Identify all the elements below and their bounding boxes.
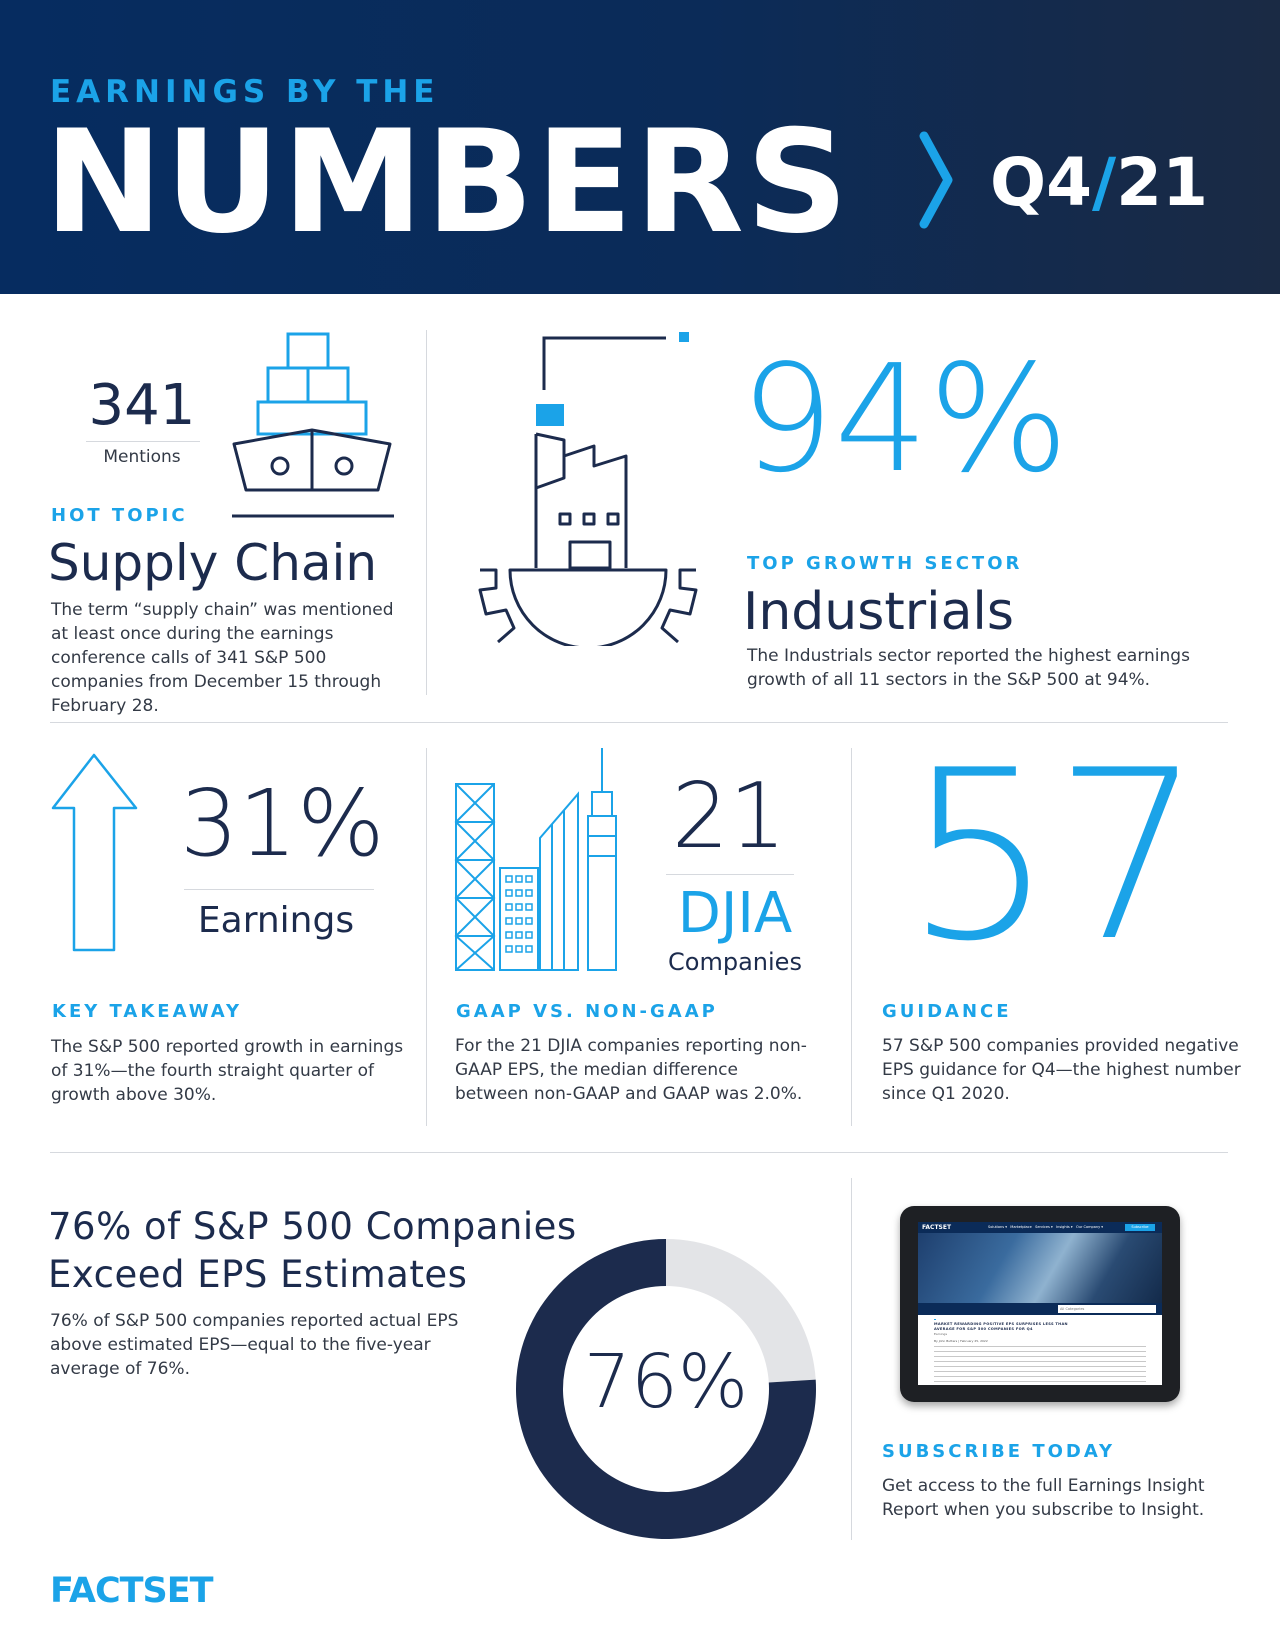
tablet-nav-item: Services ▾ — [1035, 1225, 1053, 1229]
quarter-year: 21 — [1116, 144, 1208, 221]
earnings-label: KEY TAKEAWAY — [52, 1001, 243, 1022]
gaap-unit-main: DJIA — [677, 881, 793, 946]
header-banner — [0, 0, 1280, 294]
header-quarter: Q4/21 — [990, 150, 1208, 216]
tablet-logo: FACTSET — [922, 1224, 952, 1231]
eps-heading-line2: Exceed EPS Estimates — [48, 1253, 468, 1296]
tablet-nav-item: Insights ▾ — [1056, 1225, 1073, 1229]
tablet-nav-item: Marketplace — [1010, 1225, 1032, 1229]
tablet-subscribe-button: Subscribe — [1125, 1224, 1155, 1231]
guidance-value: 57 — [905, 721, 1203, 993]
tablet-hero-image — [918, 1233, 1162, 1303]
header-title: NUMBERS — [44, 100, 851, 265]
tablet-screen: FACTSET Solutions ▾ Marketplace Services… — [918, 1222, 1162, 1385]
divider — [426, 748, 427, 1126]
industrials-value: 94% — [740, 333, 1069, 505]
tablet-navbar: FACTSET Solutions ▾ Marketplace Services… — [918, 1222, 1162, 1233]
tablet-nav-item: Our Company ▾ — [1075, 1225, 1104, 1229]
divider — [184, 889, 374, 890]
supply-chain-label: HOT TOPIC — [51, 505, 188, 526]
tablet-byline: By John Butters | February 25, 2022 — [934, 1339, 988, 1343]
industrials-label: TOP GROWTH SECTOR — [747, 553, 1023, 574]
donut-filled-segment — [516, 1239, 816, 1539]
earnings-value: 31% — [180, 770, 385, 877]
divider — [50, 722, 1228, 723]
subscribe-label: SUBSCRIBE TODAY — [882, 1441, 1116, 1462]
divider — [50, 1152, 1228, 1153]
divider — [426, 330, 427, 695]
factory-gear-icon — [478, 332, 698, 646]
header-kicker: EARNINGS BY THE — [50, 74, 440, 110]
chevron-right-icon — [919, 131, 953, 229]
eps-text: 76% of S&P 500 companies reported actual… — [50, 1311, 459, 1379]
earnings-unit: Earnings — [197, 900, 355, 941]
divider — [666, 874, 794, 875]
cargo-ship-icon — [232, 332, 394, 518]
supply-chain-unit: Mentions — [103, 447, 181, 467]
tablet-nav-items: Solutions ▾ Marketplace Services ▾ Insig… — [988, 1225, 1103, 1229]
eps-donut-chart — [516, 1239, 816, 1539]
earnings-text: The S&P 500 reported growth in earnings … — [51, 1037, 404, 1105]
supply-chain-value: 341 — [88, 373, 196, 438]
skyscrapers-icon — [454, 748, 617, 971]
divider — [86, 441, 200, 442]
supply-chain-text: The term “supply chain” was mentioned at… — [51, 600, 394, 716]
gaap-unit-sub: Companies — [668, 948, 802, 976]
tablet-article-body — [934, 1346, 1146, 1382]
arrow-up-icon — [51, 753, 138, 952]
divider — [851, 748, 852, 1126]
eps-heading-line1: 76% of S&P 500 Companies — [48, 1205, 577, 1248]
quarter-q: Q4 — [990, 144, 1093, 221]
supply-chain-heading: Supply Chain — [48, 534, 378, 592]
gaap-label: GAAP VS. NON-GAAP — [456, 1001, 718, 1022]
tablet-search-input: All Categories — [1058, 1305, 1156, 1313]
guidance-text: 57 S&P 500 companies provided negative E… — [882, 1036, 1241, 1104]
industrials-text: The Industrials sector reported the high… — [747, 646, 1190, 690]
guidance-label: GUIDANCE — [882, 1001, 1012, 1022]
tablet-article-title: MARKET REWARDING POSITIVE EPS SURPRISES … — [934, 1322, 1068, 1331]
eps-heading: 76% of S&P 500 Companies Exceed EPS Esti… — [48, 1203, 577, 1299]
tablet-article-sub: Earnings — [934, 1332, 948, 1336]
divider — [851, 1178, 852, 1540]
tablet-search-bar: All Categories — [918, 1303, 1162, 1315]
donut-remaining-segment — [666, 1239, 816, 1383]
tablet-device: FACTSET Solutions ▾ Marketplace Services… — [900, 1206, 1180, 1402]
eps-donut-label: 76% — [583, 1339, 749, 1425]
gaap-value: 21 — [671, 764, 787, 869]
tablet-nav-item: Solutions ▾ — [988, 1225, 1007, 1229]
factset-logo: FACTSET — [50, 1571, 214, 1611]
divider — [934, 1319, 936, 1320]
industrials-heading: Industrials — [743, 582, 1014, 642]
gaap-text: For the 21 DJIA companies reporting non-… — [455, 1036, 807, 1104]
subscribe-text: Get access to the full Earnings Insight … — [882, 1476, 1205, 1520]
quarter-slash: / — [1092, 144, 1117, 221]
